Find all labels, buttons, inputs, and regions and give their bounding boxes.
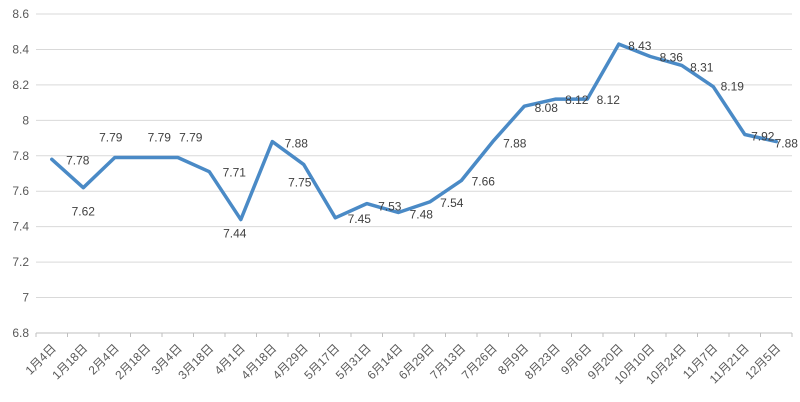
y-axis-tick-label: 7.8: [12, 149, 29, 163]
y-axis-tick-label: 8.6: [12, 7, 29, 21]
data-label: 7.79: [148, 131, 172, 145]
data-label: 7.92: [751, 130, 775, 144]
data-label: 7.48: [410, 207, 434, 221]
data-label: 7.44: [223, 227, 247, 241]
x-axis-label: 3月18日: [175, 341, 216, 382]
data-label: 7.62: [72, 205, 96, 219]
data-label: 7.79: [179, 131, 203, 145]
data-label: 8.36: [660, 51, 684, 65]
data-label: 8.31: [690, 60, 714, 74]
data-label: 7.88: [285, 137, 309, 151]
data-label: 8.12: [565, 93, 589, 107]
data-label: 7.88: [775, 137, 799, 151]
x-axis-label: 8月23日: [522, 341, 563, 382]
data-label: 7.54: [440, 196, 464, 210]
x-axis-label: 1月18日: [49, 341, 90, 382]
y-axis-tick-label: 7.6: [12, 184, 29, 198]
y-axis-tick-label: 7: [22, 291, 29, 305]
data-label: 8.08: [535, 101, 559, 115]
y-axis-tick-label: 8: [22, 113, 29, 127]
data-label: 7.75: [288, 176, 312, 190]
data-label: 7.66: [472, 175, 496, 189]
y-axis-tick-label: 8.2: [12, 78, 29, 92]
data-label: 7.71: [223, 166, 247, 180]
data-label: 8.12: [597, 93, 621, 107]
data-label: 7.53: [378, 200, 402, 214]
series-line: [50, 42, 779, 222]
x-axis-label: 2月18日: [112, 341, 153, 382]
data-label: 7.79: [99, 131, 123, 145]
x-axis-label: 7月26日: [459, 341, 500, 382]
data-label: 8.19: [721, 80, 745, 94]
data-label: 8.43: [628, 39, 652, 53]
y-axis-tick-label: 7.2: [12, 255, 29, 269]
data-label: 7.88: [503, 137, 527, 151]
data-label: 7.45: [348, 212, 372, 226]
data-label: 7.78: [66, 153, 90, 167]
y-axis-tick-label: 8.4: [12, 42, 29, 56]
x-axis-label: 12月5日: [742, 341, 783, 382]
y-axis-tick-label: 6.8: [12, 326, 29, 340]
y-axis-tick-label: 7.4: [12, 220, 29, 234]
